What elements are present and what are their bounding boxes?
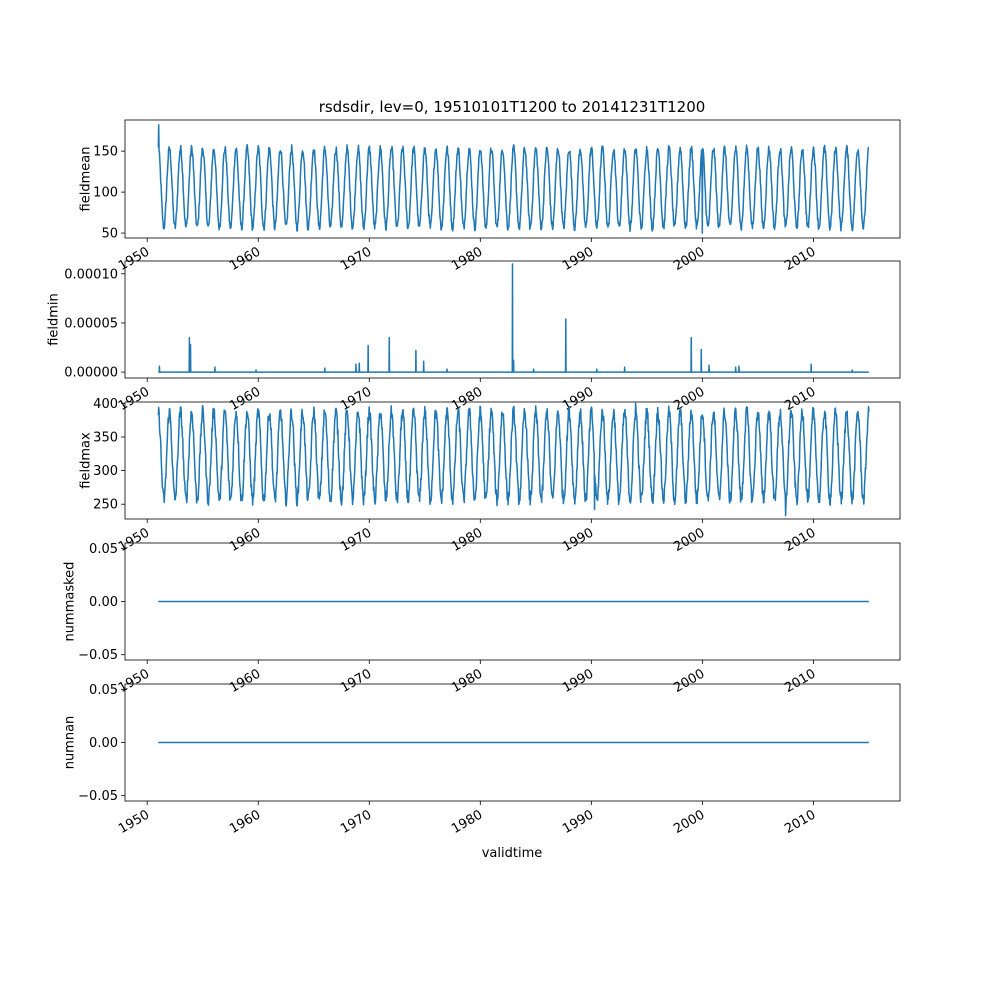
axes-frame [124,401,901,520]
y-tick-label: 100 [93,186,118,201]
y-axis-label: numnan [63,716,78,770]
y-tick-label: −0.05 [78,789,118,804]
y-axis-label: fieldmean [78,147,93,212]
y-tick-label: 50 [101,227,118,242]
y-tick-label: 0.05 [89,683,118,698]
y-axis-label: nummasked [63,562,78,642]
y-tick-label: 250 [93,498,118,513]
y-tick-label: 350 [93,430,118,445]
y-tick-label: 0.00005 [64,316,118,331]
x-axis-label: validtime [482,846,543,861]
axes-frame [124,260,901,379]
chart-title: rsdsdir, lev=0, 19510101T1200 to 2014123… [319,98,706,116]
y-tick-label: 150 [93,145,118,160]
y-tick-label: 400 [93,397,118,412]
series-line-fieldmean [157,124,870,234]
y-axis-label: fieldmin [47,293,62,346]
series-line-fieldmax [157,402,870,517]
series-line-fieldmin [158,263,869,373]
y-tick-label: 0.00 [89,736,118,751]
y-tick-label: 300 [93,464,118,479]
y-tick-label: 0.05 [89,542,118,557]
y-axis-label: fieldmax [78,432,93,489]
y-tick-label: −0.05 [78,648,118,663]
y-tick-label: 0.00000 [64,366,118,381]
y-tick-label: 0.00010 [64,267,118,282]
axes-frame [124,119,901,239]
y-tick-label: 0.00 [89,595,118,610]
